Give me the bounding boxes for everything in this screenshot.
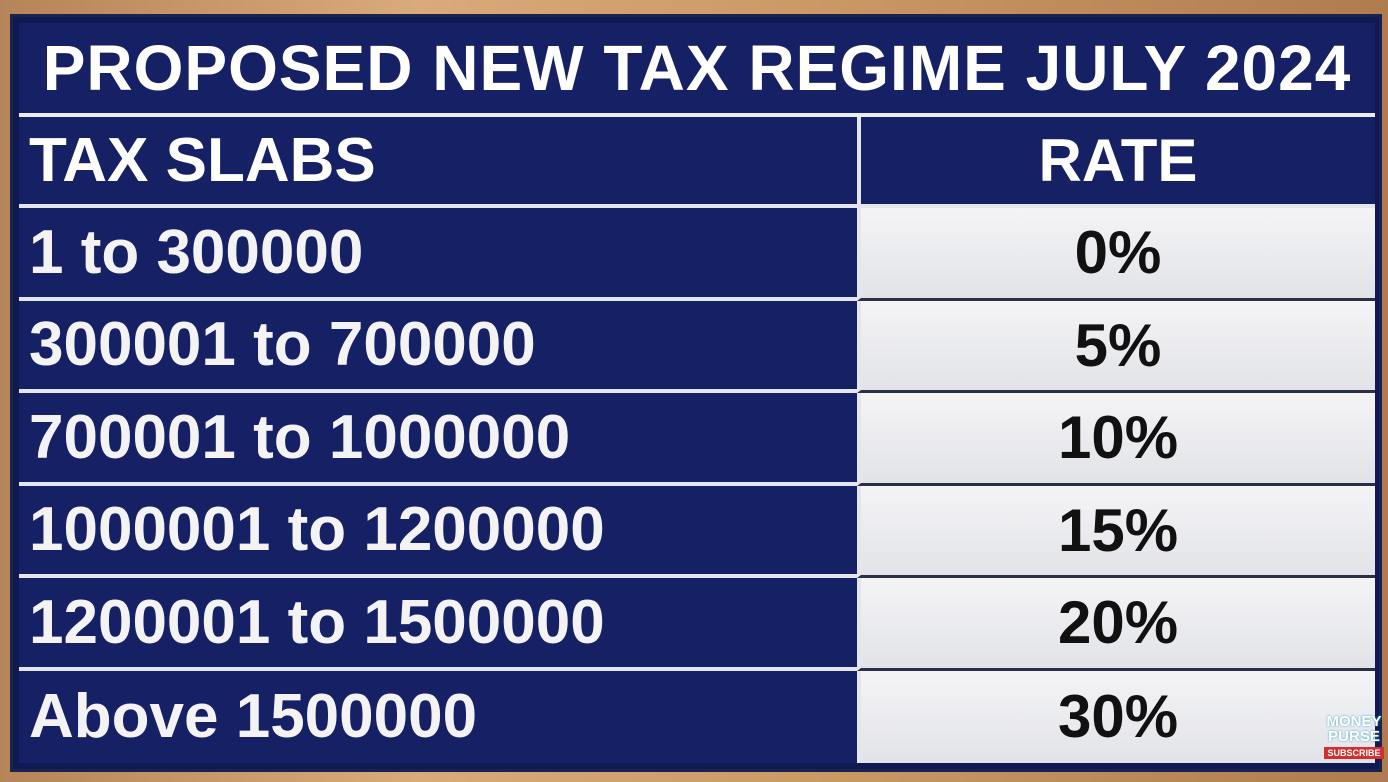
header-rate: RATE — [857, 117, 1375, 208]
rate-cell: 5% — [857, 300, 1375, 393]
title-bar: PROPOSED NEW TAX REGIME JULY 2024 — [19, 23, 1375, 117]
tax-board: PROPOSED NEW TAX REGIME JULY 2024 TAX SL… — [10, 14, 1382, 772]
rate-cell: 0% — [857, 208, 1375, 301]
logo-line-2: PURSE — [1328, 728, 1380, 745]
slab-cell: 1000001 to 1200000 — [19, 485, 857, 578]
board-title: PROPOSED NEW TAX REGIME JULY 2024 — [42, 32, 1352, 104]
slab-cell: 1 to 300000 — [19, 208, 857, 301]
slab-cell: 1200001 to 1500000 — [19, 578, 857, 671]
rate-cell: 15% — [857, 485, 1375, 578]
rate-cell: 10% — [857, 393, 1375, 486]
tax-table: TAX SLABS RATE 1 to 300000 0% 300001 to … — [19, 117, 1375, 763]
header-tax-slabs: TAX SLABS — [19, 117, 857, 208]
channel-logo[interactable]: MONEY PURSE SUBSCRIBE — [1322, 714, 1386, 768]
subscribe-badge[interactable]: SUBSCRIBE — [1324, 747, 1384, 759]
rate-cell: 30% — [857, 670, 1375, 763]
slab-cell: 700001 to 1000000 — [19, 393, 857, 486]
rate-cell: 20% — [857, 578, 1375, 671]
slab-cell: Above 1500000 — [19, 670, 857, 763]
slab-cell: 300001 to 700000 — [19, 300, 857, 393]
logo-line-1: MONEY — [1326, 713, 1382, 730]
